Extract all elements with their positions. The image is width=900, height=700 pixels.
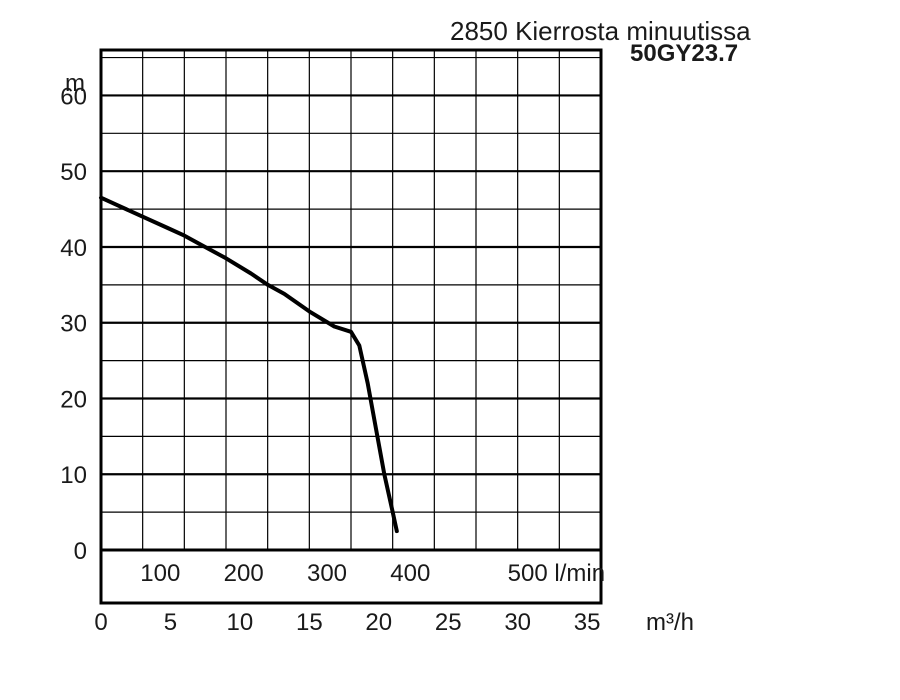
minor-grid [101, 50, 601, 550]
chart-title: 2850 Kierrosta minuutissa [450, 16, 751, 46]
y-tick-label: 20 [60, 386, 87, 413]
chart-subtitle: 50GY23.7 [630, 40, 738, 67]
x-tick-label-m3h: 25 [435, 609, 462, 636]
y-tick-label: 40 [60, 235, 87, 262]
plot-frame [99, 48, 603, 605]
y-tick-label: 60 [60, 83, 87, 110]
x-tick-label-lpm: 200 [224, 560, 264, 587]
major-grid [101, 94, 601, 476]
x-tick-label-m3h: 0 [94, 609, 107, 636]
x-tick-label-lpm: 100 [140, 560, 180, 587]
x-tick-label-lpm: 400 [390, 560, 430, 587]
x-tick-label-m3h: 35 [574, 609, 601, 636]
y-tick-label: 10 [60, 462, 87, 489]
x-tick-label-m3h: 5 [164, 609, 177, 636]
x-tick-label-m3h: 10 [227, 609, 254, 636]
series-line [99, 195, 399, 534]
x-tick-labels-lpm: 100 200 300 400 500 l/min [140, 560, 605, 587]
x-tick-labels-m3h: 0 5 10 15 20 25 30 35 [94, 609, 600, 636]
x-tick-label-m3h: 20 [365, 609, 392, 636]
y-tick-label: 0 [74, 538, 87, 565]
x-tick-label-m3h: 30 [504, 609, 531, 636]
y-tick-labels: 0 10 20 30 40 50 60 [60, 83, 87, 565]
x-tick-label-lpm: 500 l/min [508, 560, 605, 587]
y-tick-label: 30 [60, 311, 87, 338]
y-tick-label: 50 [60, 159, 87, 186]
x-tick-label-m3h: 15 [296, 609, 323, 636]
y-axis-label: m [65, 70, 85, 97]
x-tick-label-lpm: 300 [307, 560, 347, 587]
x-axis-label-m3h: m³/h [646, 609, 694, 636]
